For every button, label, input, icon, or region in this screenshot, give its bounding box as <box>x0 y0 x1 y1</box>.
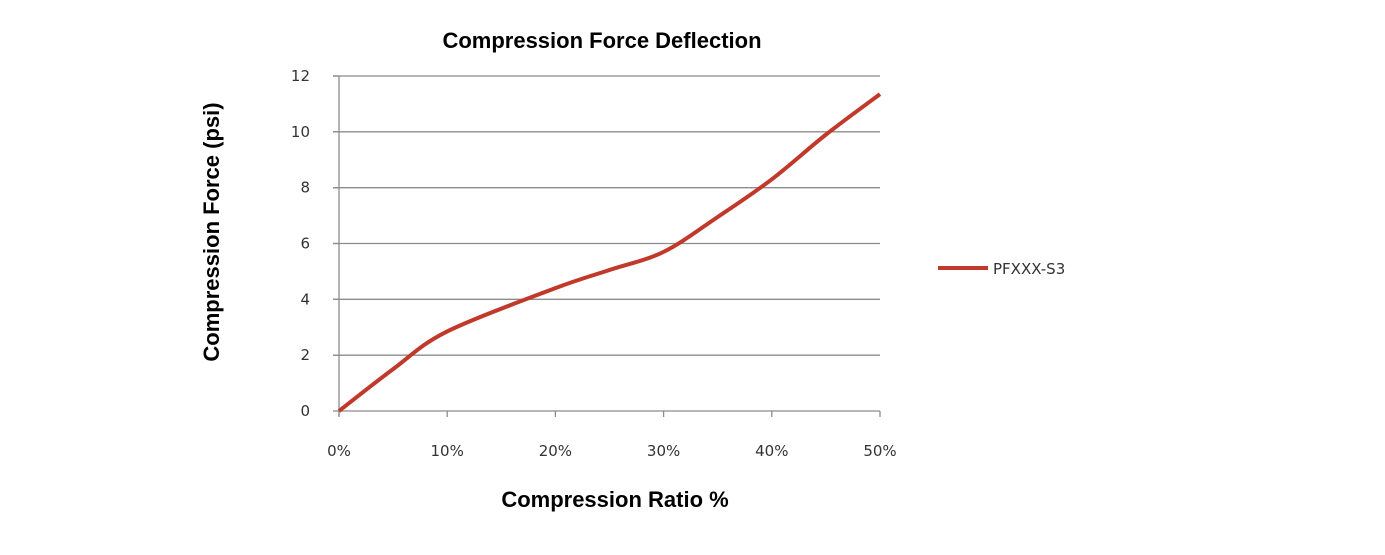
x-tick-label: 20% <box>539 442 572 460</box>
series-line <box>337 92 882 413</box>
legend-label: PFXXX-S3 <box>993 260 1065 278</box>
x-tick-labels: 0% 10% 20% 30% 40% 50% <box>327 442 897 460</box>
x-tick-label: 40% <box>755 442 788 460</box>
y-tick-label: 2 <box>300 346 310 364</box>
y-tick-label: 8 <box>300 179 310 197</box>
y-tick-label: 12 <box>291 67 310 85</box>
y-tick-label: 4 <box>300 290 310 308</box>
y-tick-label: 0 <box>300 402 310 420</box>
x-axis-label: Compression Ratio % <box>501 487 728 512</box>
legend: PFXXX-S3 <box>938 260 1065 278</box>
y-tick-labels: 0 2 4 6 8 10 12 <box>291 67 310 420</box>
y-axis-label: Compression Force (psi) <box>199 102 224 361</box>
series-group <box>337 92 882 413</box>
gridlines <box>333 75 880 356</box>
chart-title: Compression Force Deflection <box>442 28 761 53</box>
x-tick-label: 0% <box>327 442 351 460</box>
x-tick-label: 30% <box>647 442 680 460</box>
y-tick-label: 10 <box>291 123 310 141</box>
y-tick-label: 6 <box>300 235 310 253</box>
x-tick-label: 50% <box>863 442 896 460</box>
axes <box>333 75 881 417</box>
x-tick-label: 10% <box>431 442 464 460</box>
